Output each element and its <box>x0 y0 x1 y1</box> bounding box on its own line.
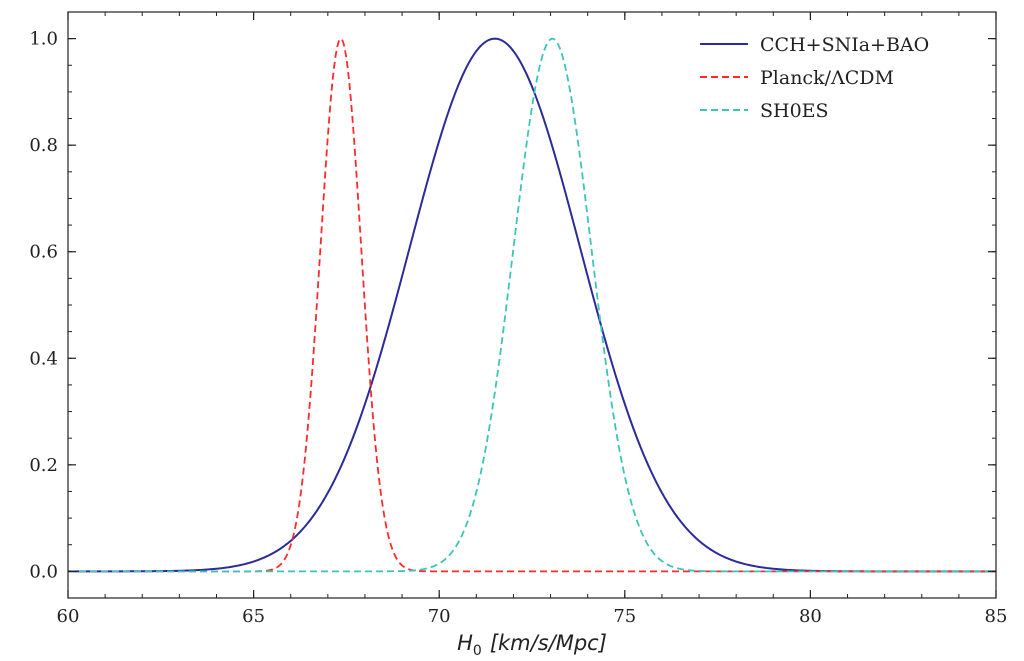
series-layer <box>68 37 996 573</box>
y-tick-label: 0.4 <box>29 348 58 369</box>
x-axis-label-symbol: H <box>457 631 473 655</box>
legend: CCH+SNIa+BAO Planck/ΛCDM SH0ES <box>700 34 929 122</box>
x-tick-label: 75 <box>613 606 636 627</box>
x-tick-label: 80 <box>799 606 822 627</box>
x-tick-label: 60 <box>57 606 80 627</box>
y-tick-label: 0.2 <box>29 455 58 476</box>
series-line-shoes <box>68 37 996 573</box>
x-tick-label: 65 <box>242 606 265 627</box>
plot-frame <box>67 11 997 599</box>
legend-label-shoes: SH0ES <box>760 100 829 122</box>
x-tick-label: 70 <box>428 606 451 627</box>
x-tick-label: 85 <box>985 606 1008 627</box>
tick-label-layer: 60 65 70 75 80 85 0.0 0.2 0.4 0.6 0.8 1.0 <box>29 29 1007 627</box>
y-tick-label: 0.0 <box>29 561 58 582</box>
legend-label-cch: CCH+SNIa+BAO <box>760 34 929 56</box>
y-tick-label: 1.0 <box>29 29 58 50</box>
x-axis-label-units: [km/s/Mpc] <box>490 631 607 655</box>
y-tick-label: 0.8 <box>29 135 58 156</box>
legend-label-planck: Planck/ΛCDM <box>760 67 894 89</box>
y-tick-label: 0.6 <box>29 242 58 263</box>
x-axis-label-subscript: 0 <box>473 643 482 659</box>
x-axis-label: H0 [km/s/Mpc] <box>457 631 607 659</box>
